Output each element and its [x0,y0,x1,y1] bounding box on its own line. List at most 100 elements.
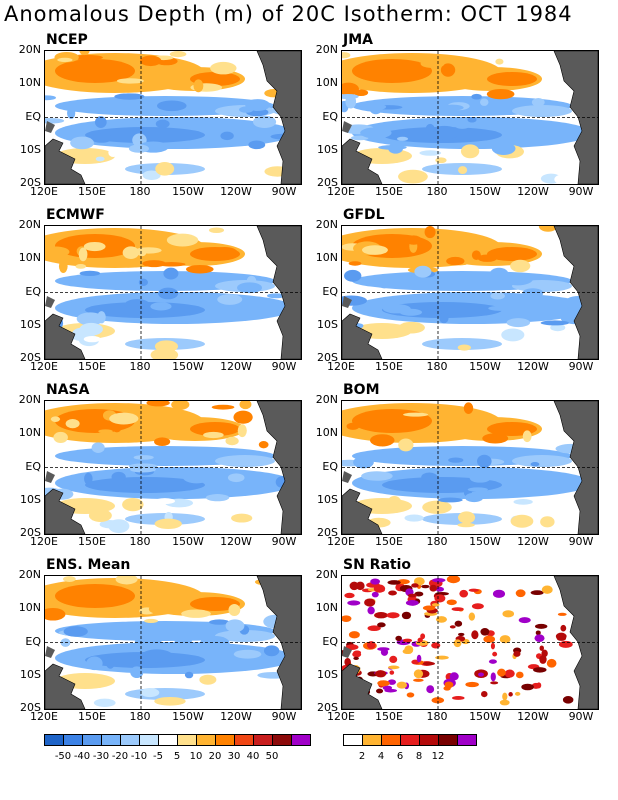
y-tick-label: 10N [315,601,338,615]
x-tick-label: 150W [469,710,501,723]
x-tick-label: 90W [568,360,594,373]
anomaly-swatch [140,735,159,745]
x-tick-label: 90W [568,535,594,548]
y-tick-label: EQ [25,634,41,648]
panel-title-bom: BOM [343,382,380,398]
panel-title-ecmwf: ECMWF [46,207,105,223]
y-tick-label: 20N [18,218,41,231]
y-tick-label: 10S [20,142,41,156]
panel-title-gfdl: GFDL [343,207,385,223]
y-tick-label: EQ [322,634,338,648]
y-tick-label: 20S [20,526,41,539]
y-tick-label: 10S [317,317,338,331]
x-tick-label: 90W [271,360,297,373]
x-tick-label: 150W [469,535,501,548]
y-tick-label: 20S [20,701,41,714]
y-tick-label: 20N [18,393,41,406]
x-tick-label: 120E [30,535,58,548]
x-tick-label: 150W [469,185,501,198]
x-tick-label: 150W [172,535,204,548]
map-gfdl [341,225,599,360]
map-ens-mean [44,575,302,710]
y-tick-label: EQ [25,109,41,123]
anomaly-label: -5 [153,751,163,762]
sn-swatch [420,735,439,745]
sn-label: 12 [431,751,445,762]
anomaly-label: 10 [189,751,203,762]
x-tick-label: 120W [517,535,549,548]
y-tick-label: 10N [18,76,41,90]
panel-title-jma: JMA [343,32,373,48]
anomaly-colorbar [44,734,311,746]
anomaly-label: -20 [111,751,129,762]
anomaly-label: 30 [227,751,241,762]
anomaly-swatch [121,735,140,745]
map-ecmwf [44,225,302,360]
x-tick-label: 120W [220,710,252,723]
x-tick-label: 180 [426,185,448,198]
map-sn-ratio [341,575,599,710]
x-tick-label: 120W [220,185,252,198]
map-bom [341,400,599,535]
x-tick-label: 150W [172,185,204,198]
anomaly-label: -10 [130,751,148,762]
y-tick-label: 10N [315,76,338,90]
anomaly-label: -40 [73,751,91,762]
x-tick-label: 180 [426,710,448,723]
y-tick-label: 10S [20,667,41,681]
anomaly-swatch [197,735,216,745]
panel-title-sn-ratio: SN Ratio [343,557,412,573]
y-tick-label: 10N [315,426,338,440]
map-ncep [44,50,302,185]
y-tick-label: EQ [322,109,338,123]
x-tick-label: 150W [172,710,204,723]
anomaly-swatch [178,735,197,745]
x-tick-label: 180 [129,535,151,548]
y-tick-label: 10N [18,601,41,615]
page-title: Anomalous Depth (m) of 20C Isotherm: OCT… [4,2,573,26]
x-tick-label: 120E [327,185,355,198]
x-tick-label: 120W [517,710,549,723]
x-tick-label: 150E [78,710,106,723]
y-tick-label: EQ [322,284,338,298]
x-tick-label: 120E [30,360,58,373]
anomaly-label: 5 [173,751,181,762]
x-tick-label: 150E [78,535,106,548]
map-nasa [44,400,302,535]
anomaly-swatch [216,735,235,745]
x-tick-label: 180 [426,535,448,548]
anomaly-swatch [292,735,310,745]
y-tick-label: 10S [317,667,338,681]
anomaly-swatch [83,735,102,745]
y-tick-label: 10S [20,317,41,331]
x-tick-label: 180 [129,185,151,198]
y-tick-label: 20S [20,351,41,364]
x-tick-label: 120E [327,360,355,373]
x-tick-label: 120E [30,710,58,723]
x-tick-label: 120W [220,535,252,548]
panel-title-ens-mean: ENS. Mean [46,557,131,573]
x-tick-label: 150E [78,360,106,373]
y-tick-label: 20N [315,568,338,581]
y-tick-label: 10S [317,142,338,156]
x-tick-label: 120E [327,535,355,548]
anomaly-swatch [64,735,83,745]
anomaly-label: 40 [246,751,260,762]
y-tick-label: 20N [315,218,338,231]
y-tick-label: 10S [20,492,41,506]
y-tick-label: 20N [315,43,338,56]
sn-label: 4 [377,751,385,762]
x-tick-label: 150W [172,360,204,373]
y-tick-label: EQ [322,459,338,473]
sn-swatch [439,735,458,745]
y-tick-label: 10N [315,251,338,265]
y-tick-label: 20N [315,393,338,406]
sn-swatch [363,735,382,745]
anomaly-swatch [254,735,273,745]
anomaly-label: 20 [208,751,222,762]
anomaly-swatch [45,735,64,745]
x-tick-label: 150E [375,710,403,723]
y-tick-label: 20N [18,568,41,581]
sn-label: 2 [358,751,366,762]
y-tick-label: EQ [25,459,41,473]
